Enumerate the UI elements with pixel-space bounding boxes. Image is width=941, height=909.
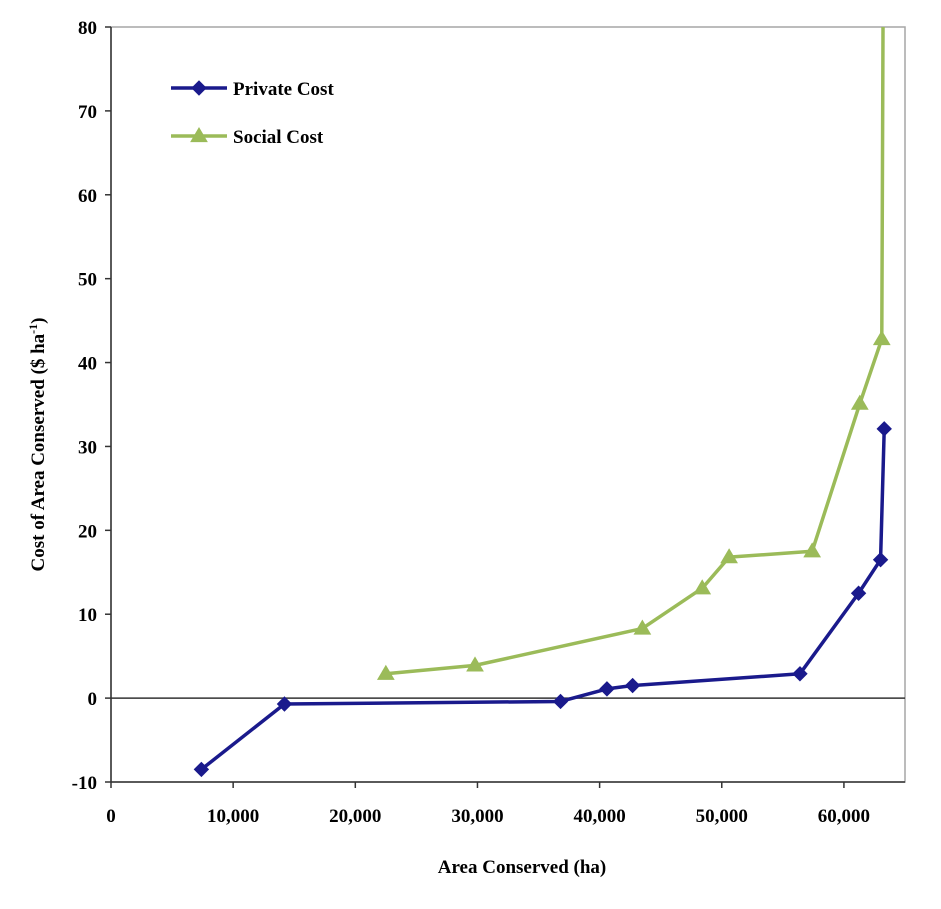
y-axis-title-main: Cost of Area Conserved ($ ha [28, 333, 49, 571]
legend-marker [190, 127, 208, 143]
data-point [624, 677, 641, 694]
x-axis-title: Area Conserved (ha) [438, 857, 607, 878]
x-tick-label: 20,000 [329, 806, 381, 827]
y-tick-label: 10 [78, 605, 97, 626]
y-tick-label: -10 [72, 773, 97, 794]
legend-layer: Private Cost Social Cost [171, 79, 334, 148]
data-point [693, 579, 712, 595]
data-point [466, 656, 484, 672]
y-tick-label: 70 [78, 102, 97, 123]
data-point [599, 681, 615, 697]
y-tick-label: 80 [78, 18, 97, 39]
series-social-cost [376, 27, 891, 680]
data-point [633, 619, 652, 635]
data-point [720, 548, 738, 564]
legend-item: Private Cost [171, 79, 334, 100]
y-tick-label: 30 [78, 437, 97, 458]
x-tick-label: 10,000 [207, 806, 259, 827]
legend-label: Social Cost [233, 127, 324, 148]
x-tick-label: 30,000 [451, 806, 503, 827]
data-point [803, 542, 822, 558]
y-axis-title: Cost of Area Conserved ($ ha-1) [26, 318, 49, 572]
series-layer [193, 27, 892, 778]
x-tick-label: 40,000 [573, 806, 625, 827]
x-tick-label: 0 [106, 806, 116, 827]
series-private-cost [193, 421, 892, 778]
data-point [850, 585, 867, 601]
y-tick-label: 20 [78, 521, 97, 542]
data-point [792, 666, 808, 682]
y-tick-label: 40 [78, 354, 97, 375]
plot-frame [110, 26, 906, 783]
x-tick-label: 50,000 [696, 806, 748, 827]
legend-marker [191, 80, 207, 96]
data-point [872, 330, 891, 346]
data-point [276, 696, 293, 712]
data-point [552, 693, 569, 710]
data-point [376, 664, 395, 680]
axes-layer: -10 0 10 20 30 40 50 60 70 80 0 10,000 20,000 30,000 4… [72, 18, 906, 827]
data-point [876, 421, 892, 437]
data-point [850, 394, 869, 410]
legend-item: Social Cost [171, 127, 324, 148]
y-tick-label: 60 [78, 186, 97, 207]
y-tick-label: 0 [88, 689, 98, 710]
x-tick-label: 60,000 [818, 806, 870, 827]
data-point [193, 761, 210, 778]
y-tick-label: 50 [78, 270, 97, 291]
series-line [200, 428, 886, 771]
y-axis-title-superscript: -1 [26, 324, 40, 334]
y-axis-title-close: ) [28, 318, 49, 324]
data-point [872, 551, 889, 568]
legend-label: Private Cost [233, 79, 334, 100]
series-line [385, 27, 885, 676]
